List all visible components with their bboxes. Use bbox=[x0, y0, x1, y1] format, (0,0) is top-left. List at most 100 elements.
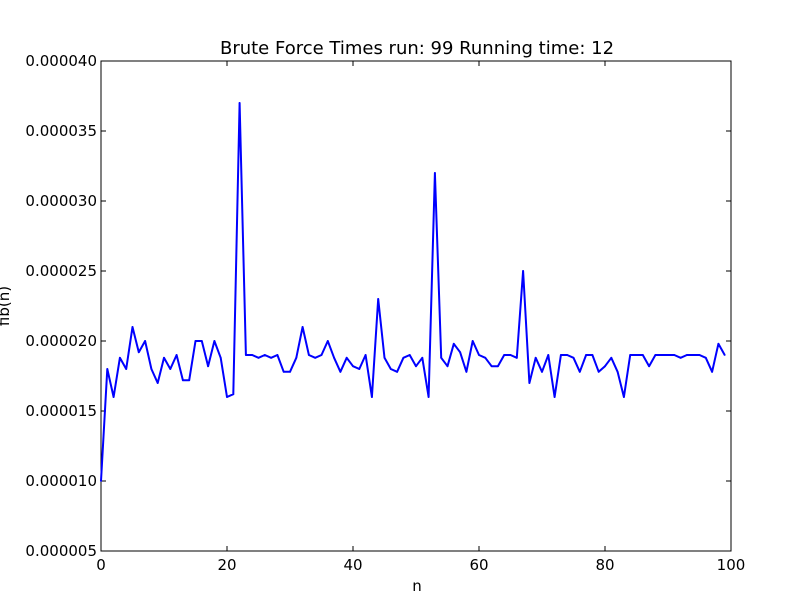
data-point bbox=[648, 365, 650, 368]
data-point bbox=[396, 370, 398, 373]
y-tick-label: 0.000010 bbox=[25, 472, 97, 490]
data-point bbox=[345, 356, 348, 359]
data-point bbox=[169, 368, 172, 370]
data-point bbox=[654, 354, 657, 356]
data-point bbox=[289, 370, 291, 373]
data-point bbox=[156, 382, 159, 384]
data-point bbox=[471, 340, 474, 342]
data-point bbox=[478, 354, 480, 356]
chart-title: Brute Force Times run: 99 Running time: … bbox=[220, 38, 614, 59]
y-tick-label: 0.000015 bbox=[25, 402, 97, 420]
data-point bbox=[295, 356, 298, 359]
data-point bbox=[711, 370, 713, 373]
y-tick-label: 0.000020 bbox=[25, 332, 97, 350]
x-tick-label: 80 bbox=[595, 556, 614, 574]
tick-labels: 0 20 40 60 80 100 0.000005 0.000010 0.000015 0.00… bbox=[25, 52, 745, 574]
data-point bbox=[591, 354, 594, 356]
data-point bbox=[308, 354, 310, 356]
data-point bbox=[465, 370, 468, 373]
data-point bbox=[301, 326, 304, 328]
data-point bbox=[635, 354, 638, 356]
y-tick-label: 0.000005 bbox=[25, 542, 97, 560]
x-tick-label: 60 bbox=[469, 556, 488, 574]
data-point bbox=[459, 351, 461, 354]
data-point bbox=[629, 354, 632, 356]
data-point bbox=[616, 370, 619, 373]
data-point bbox=[226, 396, 228, 398]
data-point bbox=[522, 270, 524, 272]
data-point bbox=[623, 396, 625, 398]
data-point bbox=[560, 354, 562, 356]
data-point bbox=[364, 354, 367, 356]
data-point bbox=[320, 354, 323, 356]
data-point bbox=[282, 370, 285, 373]
x-tick-label: 0 bbox=[96, 556, 106, 574]
data-point bbox=[541, 370, 543, 373]
data-point bbox=[578, 370, 581, 373]
data-point bbox=[188, 379, 191, 382]
data-point bbox=[528, 382, 531, 384]
data-point bbox=[377, 298, 380, 300]
data-point bbox=[131, 326, 134, 328]
data-point bbox=[352, 365, 354, 368]
data-point bbox=[446, 365, 449, 368]
data-point bbox=[333, 356, 335, 359]
data-point bbox=[686, 354, 688, 356]
data-point bbox=[440, 356, 443, 359]
data-point bbox=[547, 354, 550, 356]
x-axis-label: n bbox=[412, 577, 422, 595]
data-point bbox=[534, 356, 537, 359]
data-point bbox=[276, 354, 279, 356]
data-point bbox=[182, 379, 184, 382]
data-point bbox=[509, 354, 512, 356]
data-point bbox=[125, 368, 128, 370]
data-point bbox=[251, 354, 254, 356]
y-tick-label: 0.000040 bbox=[25, 52, 97, 70]
data-point bbox=[408, 354, 411, 356]
data-point bbox=[641, 354, 644, 356]
data-point bbox=[263, 354, 266, 356]
data-point bbox=[585, 354, 587, 356]
data-point bbox=[415, 365, 417, 368]
data-point bbox=[679, 356, 682, 359]
data-point bbox=[371, 396, 373, 398]
data-point bbox=[427, 396, 430, 398]
data-point bbox=[660, 354, 663, 356]
data-point bbox=[566, 354, 569, 356]
data-point bbox=[667, 354, 669, 356]
data-point bbox=[383, 356, 386, 359]
data-point bbox=[314, 356, 317, 359]
data-point bbox=[100, 480, 102, 482]
data-point bbox=[106, 368, 109, 370]
data-points bbox=[100, 102, 726, 482]
data-point bbox=[119, 356, 121, 359]
data-point bbox=[163, 356, 165, 359]
y-tick-label: 0.000030 bbox=[25, 192, 97, 210]
data-point bbox=[150, 368, 153, 370]
data-point bbox=[213, 340, 216, 342]
data-point bbox=[723, 354, 726, 356]
data-point bbox=[497, 365, 499, 368]
data-point bbox=[673, 354, 676, 356]
data-point bbox=[484, 356, 487, 359]
data-point bbox=[434, 172, 436, 174]
data-point bbox=[232, 393, 235, 396]
y-tick-label: 0.000035 bbox=[25, 122, 97, 140]
data-point bbox=[175, 354, 178, 356]
data-point bbox=[238, 102, 241, 104]
data-point bbox=[402, 356, 405, 359]
data-point bbox=[704, 356, 707, 359]
data-point bbox=[257, 356, 260, 359]
data-point bbox=[490, 365, 493, 368]
data-point bbox=[207, 365, 210, 368]
data-point bbox=[245, 354, 247, 356]
data-point bbox=[219, 356, 222, 359]
data-point bbox=[137, 351, 140, 354]
axis-ticks bbox=[100, 60, 732, 552]
y-axis-label: fib(n) bbox=[0, 286, 13, 326]
data-point bbox=[339, 370, 342, 373]
data-point bbox=[515, 356, 518, 359]
data-point bbox=[692, 354, 695, 356]
data-point bbox=[604, 365, 606, 368]
